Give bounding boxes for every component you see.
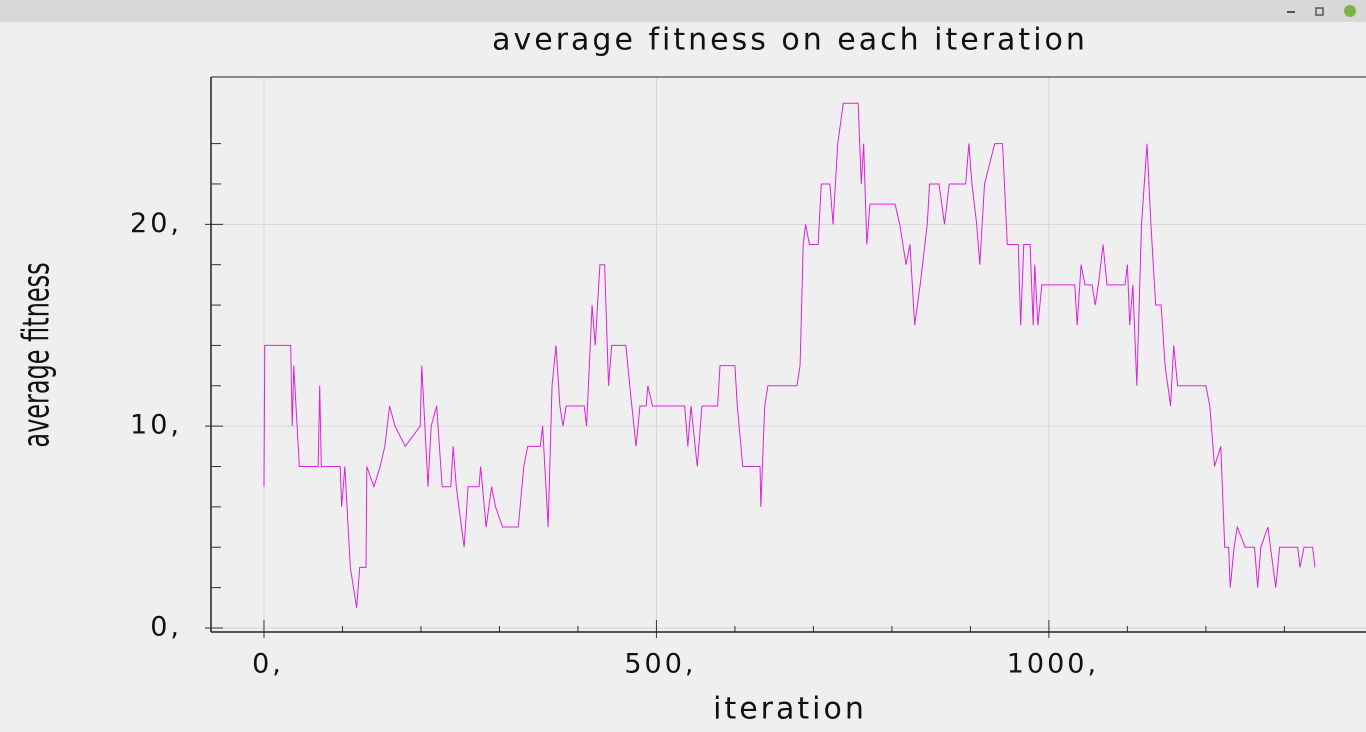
y-tick-label: 10, [130, 410, 182, 441]
chart-title: average fitness on each iteration [492, 23, 1088, 58]
y-axis-label: average fitness [15, 262, 58, 447]
x-axis-label: iteration [713, 692, 867, 727]
y-tick-label: 0, [150, 611, 182, 642]
maximize-button[interactable] [1315, 7, 1324, 16]
title-bar [0, 0, 1366, 22]
data-line [263, 102, 1316, 608]
x-tick-label: 500, [624, 649, 696, 680]
y-tick-label: 20, [130, 208, 182, 239]
x-tick-label: 1000, [1007, 649, 1099, 680]
close-button[interactable] [1344, 5, 1356, 17]
x-tick-label: 0, [252, 649, 284, 680]
